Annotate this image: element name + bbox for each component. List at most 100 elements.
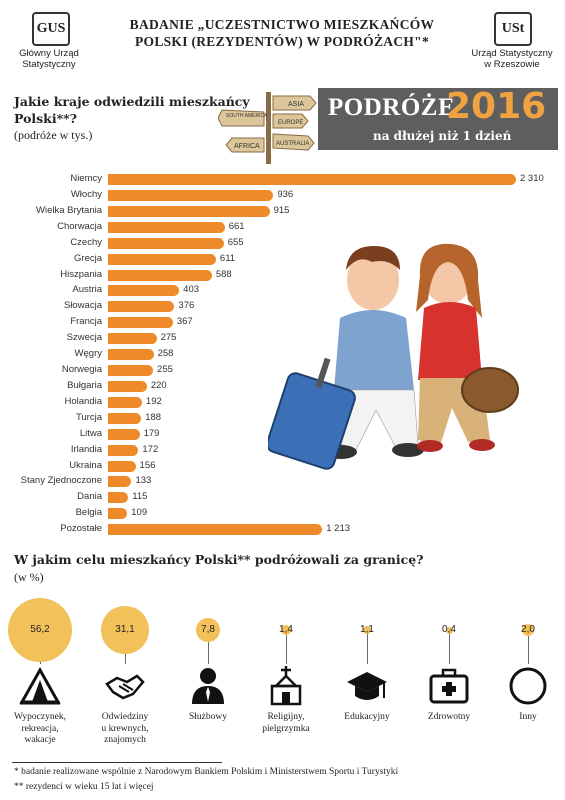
- bar: [108, 237, 224, 249]
- bar-value-label: 936: [277, 188, 294, 200]
- purpose-bubble: [445, 626, 453, 634]
- bar-value-label: 109: [131, 507, 148, 519]
- bar-label: Pozostałe: [60, 523, 102, 535]
- bar-value-label: 655: [227, 236, 244, 248]
- church-icon: [270, 666, 302, 706]
- bar-label: Litwa: [79, 427, 102, 439]
- bar: [108, 460, 136, 472]
- sign-south-america: [218, 109, 265, 127]
- purpose-label: Odwiedziny u krewnych, znajomych: [85, 712, 165, 747]
- woman-shoe-right: [469, 439, 495, 451]
- sign-asia: [272, 95, 317, 111]
- purpose-label-line: Inny: [519, 712, 537, 722]
- purpose-label: Edukacyjny: [327, 712, 407, 724]
- title-line2: POLSKI (REZYDENTÓW) W PODRÓŻACH"*: [134, 34, 430, 49]
- bar-label: Hiszpania: [60, 268, 102, 280]
- bar-label: Bułgaria: [67, 379, 102, 391]
- purpose-connector: [286, 635, 287, 664]
- bar: [108, 412, 142, 424]
- purpose-label-line: Wypoczynek,: [14, 712, 66, 722]
- bar-label: Czechy: [70, 236, 102, 248]
- purpose-label-line: Służbowy: [189, 712, 227, 722]
- man-head: [347, 250, 399, 310]
- bar-value-label: 403: [183, 284, 200, 296]
- bar: [108, 380, 147, 392]
- badge-subtitle: na dłużej niż 1 dzień: [373, 129, 512, 143]
- page-title: BADANIE „UCZESTNICTWO MIESZKAŃCÓW POLSKI…: [112, 16, 452, 50]
- purpose-label-line: rekreacja,: [21, 723, 59, 734]
- bar: [108, 285, 180, 297]
- signpost-illustration: ASIA SOUTH AMERICA EUROPE AFRICA AUSTRAL…: [218, 92, 317, 164]
- bar-label: Ukraina: [69, 459, 102, 471]
- bar-value-label: 611: [219, 252, 236, 264]
- purpose-bubble: [521, 623, 535, 637]
- bar: [108, 221, 225, 233]
- bar-label: Francja: [70, 316, 102, 328]
- bar: [108, 301, 175, 313]
- purpose-value-label: 7,8: [201, 624, 215, 635]
- travel-bag: [461, 367, 519, 413]
- bar: [108, 508, 128, 520]
- org-right-line2: w Rzeszowie: [484, 59, 540, 70]
- bar: [108, 428, 140, 440]
- bar-value-label: 179: [143, 427, 160, 439]
- section1-question: Jakie kraje odwiedzili mieszkańcy Polski…: [14, 93, 264, 127]
- purpose-label-line: u krewnych,: [101, 723, 149, 734]
- purpose-label-line: wakacje: [24, 735, 56, 745]
- purpose-label: Religijny, pielgrzymka: [246, 712, 326, 735]
- purpose-label-line: Odwiedziny: [101, 712, 149, 722]
- travellers-illustration: [268, 243, 519, 470]
- section1-unit: (podróże w tys.): [14, 128, 93, 142]
- section2-question: W jakim celu mieszkańcy Polski** podróżo…: [14, 552, 424, 567]
- purpose-connector: [208, 641, 209, 664]
- purpose-connector: [125, 653, 126, 664]
- purpose-value-label: 1,1: [360, 624, 374, 635]
- bar-label: Norwegia: [61, 364, 102, 376]
- first-aid-kit-icon: [429, 668, 469, 704]
- purpose-connector: [449, 633, 450, 664]
- purpose-bubble: [362, 625, 372, 635]
- bar-label: Irlandia: [70, 443, 102, 455]
- bar-value-label: 220: [150, 379, 167, 391]
- gus-logo: GUS: [32, 12, 70, 46]
- section1-question-line2: Polski**?: [14, 111, 77, 126]
- bar-value-label: 133: [135, 475, 152, 487]
- woman-shoe-left: [417, 440, 443, 452]
- handshake-icon: [105, 674, 145, 700]
- bar-label: Turcja: [75, 411, 102, 423]
- tent-icon: [19, 666, 61, 705]
- sign-australia-text: AUSTRALIA: [276, 141, 309, 147]
- org-left-line1: Główny Urząd: [19, 48, 79, 59]
- sign-africa-text: AFRICA: [234, 143, 260, 150]
- badge-year: 2016: [446, 86, 547, 127]
- bar: [108, 365, 154, 377]
- bar: [108, 189, 274, 201]
- purpose-value-label: 0,4: [442, 624, 456, 635]
- bar: [108, 333, 157, 345]
- sign-asia-text: ASIA: [288, 101, 304, 108]
- sign-europe: [272, 113, 309, 129]
- bar-value-label: 367: [176, 316, 193, 328]
- purpose-label: Inny: [488, 712, 565, 724]
- bar-label: Holandia: [64, 395, 103, 407]
- sign-south-america-text: SOUTH AMERICA: [226, 113, 268, 119]
- sign-australia: [272, 133, 315, 151]
- man-shirt: [334, 310, 414, 390]
- badge-word: PODRÓŻE: [328, 94, 456, 121]
- bar: [108, 174, 516, 185]
- bar-label: Austria: [72, 284, 102, 296]
- bar-label: Węgry: [74, 348, 102, 360]
- businessman-icon: [192, 668, 224, 704]
- section2-unit: (w %): [14, 570, 44, 584]
- bar-label: Niemcy: [70, 173, 102, 184]
- purpose-bubble: [8, 598, 72, 662]
- bar: [108, 396, 142, 408]
- bar-label: Szwecja: [66, 332, 102, 344]
- purpose-label-line: znajomych: [104, 735, 146, 745]
- bar: [108, 317, 173, 329]
- purpose-label: Wypoczynek, rekreacja, wakacje: [0, 712, 80, 747]
- title-line1: BADANIE „UCZESTNICTWO MIESZKAŃCÓW: [129, 17, 435, 32]
- graduation-cap-icon: [347, 672, 387, 700]
- purpose-connector: [40, 662, 41, 664]
- bar: [108, 444, 139, 456]
